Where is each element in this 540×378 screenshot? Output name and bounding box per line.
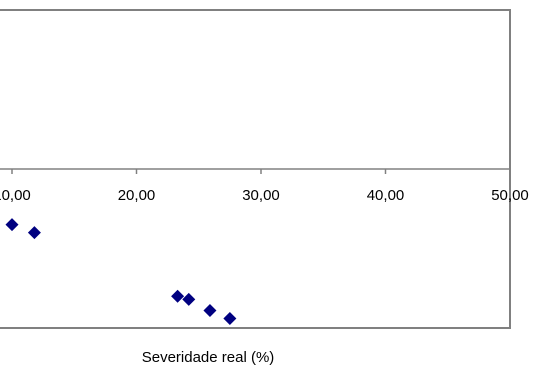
point (203, 304, 217, 318)
x-tick-label: 20,00 (118, 187, 156, 204)
point (171, 289, 185, 303)
x-axis-label: Severidade real (%) (142, 349, 275, 366)
x-tick-label: 30,00 (242, 187, 280, 204)
point (223, 311, 237, 325)
x-tick-label: 10,00 (0, 187, 31, 204)
x-tick-label: 40,00 (367, 187, 405, 204)
point (182, 292, 196, 306)
point (27, 226, 41, 240)
x-tick-label: 50,00 (491, 187, 529, 204)
point (5, 218, 19, 232)
